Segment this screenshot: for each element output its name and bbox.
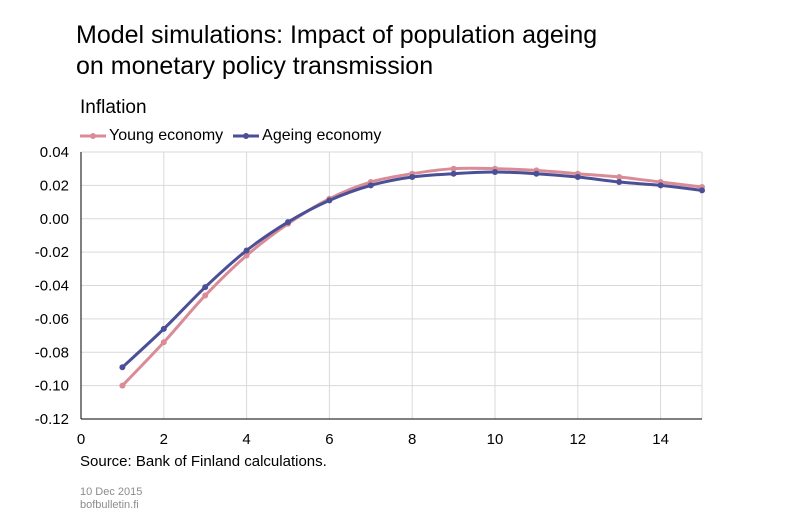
x-tick-label: 4 [242,431,250,448]
page-title: Model simulations: Impact of population … [76,20,597,82]
data-point-young-economy [160,339,167,346]
data-point-ageing-economy [450,170,457,177]
y-tick-label: -0.08 [35,344,69,361]
legend-item-young: Young economy [80,126,223,146]
y-tick-label: 0.00 [40,211,69,228]
chart-source: Source: Bank of Finland calculations. [80,453,327,470]
x-tick-label: 14 [652,431,669,448]
data-point-young-economy [243,252,250,259]
y-tick-label: -0.06 [35,311,69,328]
x-tick-label: 8 [408,431,416,448]
y-tick-label: -0.12 [35,411,69,428]
title-line-2: on monetary policy transmission [76,52,434,80]
footer-date: 10 Dec 2015 [80,486,143,498]
y-tick-label: -0.10 [35,378,69,395]
footer: 10 Dec 2015 bofbulletin.fi [80,486,142,512]
data-point-ageing-economy [202,284,209,291]
data-point-ageing-economy [533,170,540,177]
data-point-ageing-economy [285,219,291,226]
chart-legend: Young economy Ageing economy [80,126,391,146]
legend-swatch-young [80,133,106,139]
data-point-ageing-economy [160,325,167,332]
x-tick-label: 6 [325,431,333,448]
legend-item-ageing: Ageing economy [233,126,381,146]
data-point-ageing-economy [326,197,333,204]
chart-series [119,165,705,389]
data-point-ageing-economy [119,364,126,371]
data-point-ageing-economy [574,174,581,181]
data-point-young-economy [119,382,126,389]
chart-grid [81,151,703,420]
legend-label-young: Young economy [109,127,224,144]
legend-swatch-ageing [233,133,260,139]
footer-site: bofbulletin.fi [80,499,139,511]
data-point-young-economy [616,174,623,181]
x-tick-label: 12 [569,431,586,448]
data-point-ageing-economy [492,169,498,176]
y-tick-label: 0.04 [40,144,69,161]
y-tick-label: 0.02 [40,177,69,194]
title-line-1: Model simulations: Impact of population … [76,21,598,49]
x-tick-label: 0 [77,431,85,448]
legend-label-ageing: Ageing economy [262,127,382,144]
x-tick-label: 2 [160,431,168,448]
data-point-ageing-economy [367,182,374,189]
data-point-young-economy [202,292,209,299]
data-point-young-economy [450,165,457,172]
data-point-ageing-economy [657,182,664,189]
x-tick-label: 10 [487,431,504,448]
data-point-ageing-economy [409,174,416,181]
data-point-ageing-economy [616,179,623,186]
chart-axes: 0.04 0.02 0.00 -0.02 -0.04 -0.06 -0.08 -0.10 -0.… [35,144,702,448]
y-tick-label: -0.04 [35,278,69,295]
data-point-ageing-economy [243,247,250,254]
y-tick-label: -0.02 [35,244,69,261]
chart-title: Inflation [80,97,147,118]
data-point-ageing-economy [699,187,705,194]
